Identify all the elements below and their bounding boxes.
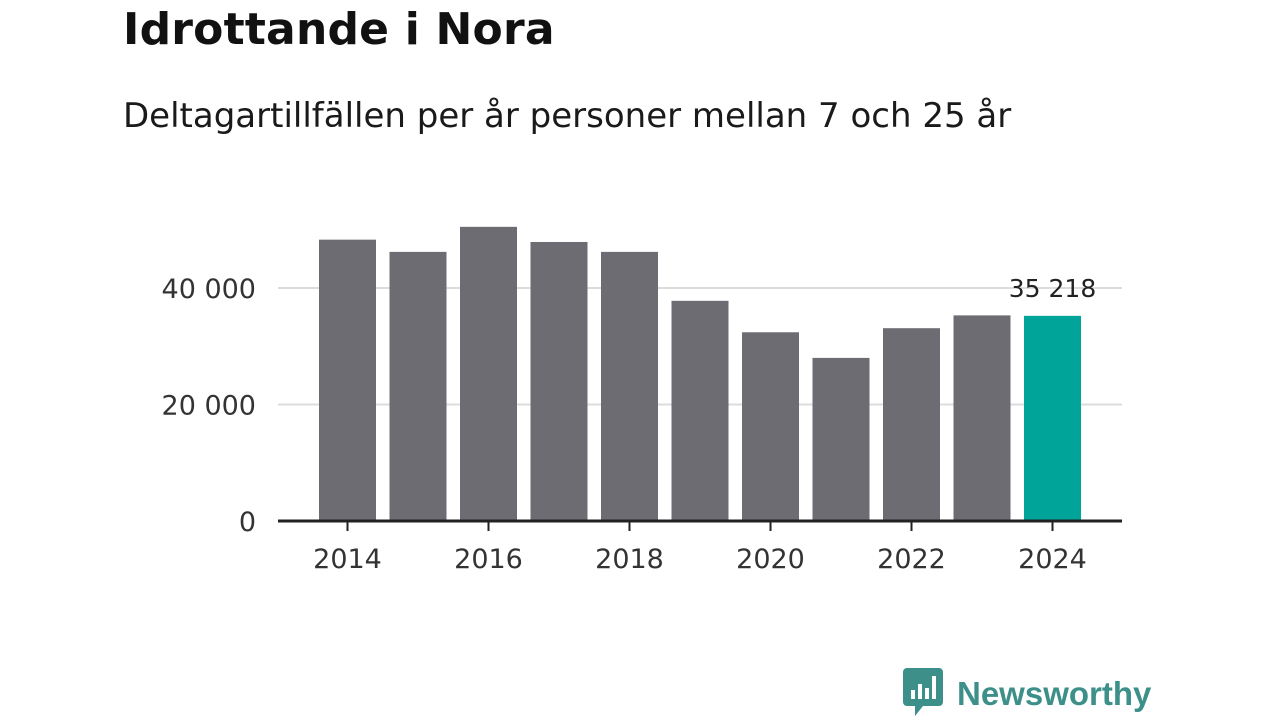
y-tick-label: 40 000 [162,274,256,305]
bar-2015 [389,251,447,521]
bar-chart: 0 20 000 40 000 2014 2016 2018 2020 2022 2024 35 … [162,226,1122,575]
bar-2016 [460,226,517,521]
x-tick-label: 2014 [313,544,382,575]
highlight-value-label: 35 218 [1009,274,1096,303]
x-tick-label: 2016 [454,544,523,575]
bars [319,226,1081,522]
bar-2017 [530,241,588,522]
chart-subtitle: Deltagartillfällen per år personer mella… [123,96,1012,136]
y-tick-label: 0 [239,507,256,538]
bar-2019 [671,300,729,521]
axes [278,519,1122,531]
labels: 0 20 000 40 000 2014 2016 2018 2020 2022 2024 35 … [162,274,1097,575]
newsworthy-brand: Newsworthy [903,668,1152,720]
bar-2020 [742,332,799,521]
bar-2021 [812,357,870,521]
bar-2018 [601,251,658,521]
bar-2014 [319,239,376,521]
x-tick-label: 2024 [1018,544,1087,575]
y-tick-label: 20 000 [162,391,256,422]
bar-2023 [953,315,1011,521]
brand-name: Newsworthy [957,675,1152,712]
x-tick-label: 2020 [736,544,805,575]
x-tick-label: 2018 [595,544,664,575]
newsworthy-logo-icon [903,668,943,720]
chart-title: Idrottande i Nora [123,4,555,55]
x-tick-label: 2022 [877,544,946,575]
bar-2022 [883,328,940,521]
bar-2024 [1024,315,1081,521]
